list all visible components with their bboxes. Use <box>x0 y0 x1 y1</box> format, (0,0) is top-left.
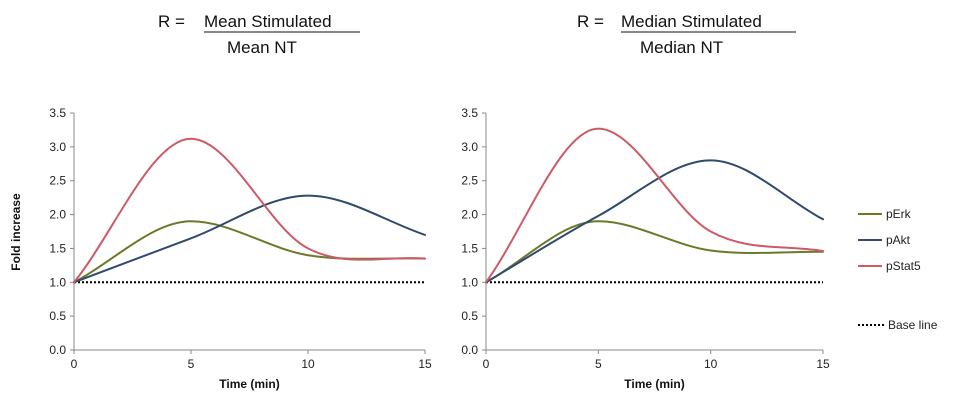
chart-2-title: R = Median Stimulated Median NT <box>577 12 796 57</box>
y-tick-label: 3.0 <box>461 140 478 154</box>
x-axis-title: Time (min) <box>624 377 684 391</box>
series-line-pstat5 <box>73 137 426 284</box>
y-tick-label: 0.5 <box>461 309 478 323</box>
chart-1-title-prefix: R = <box>158 12 185 31</box>
y-tick-label: 0.0 <box>461 343 478 357</box>
series-line-perk <box>73 220 426 284</box>
series-line-pakt <box>485 159 824 284</box>
legend-label-pakt: pAkt <box>886 233 911 247</box>
legend: pErk pAkt pStat5 Base line <box>858 207 938 332</box>
y-tick-label: 0.5 <box>49 309 66 323</box>
x-tick-label: 15 <box>418 357 432 371</box>
x-tick-label: 0 <box>71 357 78 371</box>
y-tick-label: 2.0 <box>461 208 478 222</box>
chart-1-y-axis-title: Fold increase <box>9 193 23 271</box>
chart-1-title-denominator: Mean NT <box>227 38 297 57</box>
y-tick-label: 0.0 <box>49 343 66 357</box>
chart-1-title: R = Mean Stimulated Mean NT <box>158 12 360 57</box>
y-tick-label: 2.0 <box>49 208 66 222</box>
legend-label-baseline: Base line <box>888 318 938 332</box>
y-tick-label: 3.0 <box>49 140 66 154</box>
y-tick-label: 3.5 <box>49 106 66 120</box>
y-tick-label: 2.5 <box>461 174 478 188</box>
x-tick-label: 5 <box>595 357 602 371</box>
x-tick-label: 0 <box>483 357 490 371</box>
y-tick-label: 1.5 <box>49 241 66 255</box>
chart-2-title-prefix: R = <box>577 12 604 31</box>
legend-label-pstat5: pStat5 <box>886 259 921 273</box>
x-tick-label: 10 <box>301 357 315 371</box>
x-tick-label: 10 <box>704 357 718 371</box>
series-line-pakt <box>73 194 426 284</box>
y-tick-label: 2.5 <box>49 174 66 188</box>
chart-2-title-numerator: Median Stimulated <box>621 12 762 31</box>
series-line-pstat5 <box>485 127 824 284</box>
x-tick-label: 15 <box>816 357 830 371</box>
chart-1-plot: 0.0 0.5 1.0 1.5 2.0 2.5 3.0 3.5 0 5 10 15 Time (min) <box>49 106 432 391</box>
y-tick-label: 1.5 <box>461 241 478 255</box>
chart-1-title-numerator: Mean Stimulated <box>204 12 332 31</box>
x-axis-title: Time (min) <box>219 377 279 391</box>
y-tick-label: 3.5 <box>461 106 478 120</box>
y-tick-label: 1.0 <box>49 275 66 289</box>
x-tick-label: 5 <box>188 357 195 371</box>
series-line-perk <box>485 220 824 284</box>
chart-2-plot: 0.0 0.5 1.0 1.5 2.0 2.5 3.0 3.5 0 5 10 15 Time (min) <box>461 106 830 391</box>
legend-label-perk: pErk <box>886 207 912 221</box>
y-tick-label: 1.0 <box>461 275 478 289</box>
chart-2-title-denominator: Median NT <box>640 38 723 57</box>
